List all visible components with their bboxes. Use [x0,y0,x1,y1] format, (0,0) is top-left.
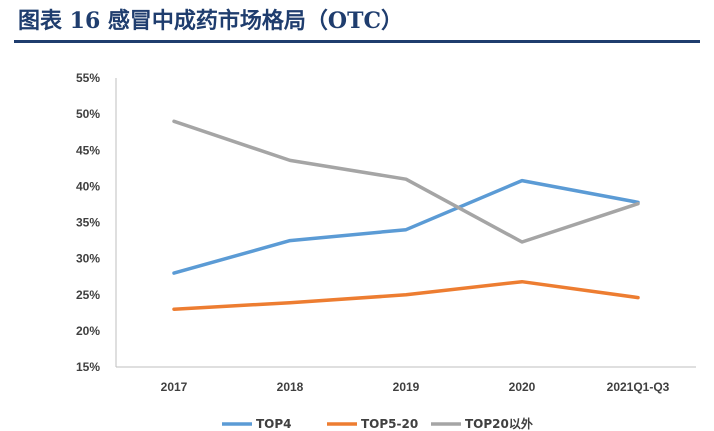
series-layer [172,119,640,311]
series-line-TOP4 [172,178,640,275]
y-tick-label: 40% [76,179,100,193]
x-tick-label: 2017 [161,380,188,394]
x-axis-ticks: 2017 2018 2019 2020 2021Q1-Q3 [161,380,670,394]
y-tick-label: 25% [76,288,100,302]
x-tick-label: 2018 [277,380,304,394]
axis-lines [115,78,696,368]
figure-title: 图表 16 感冒中成药市场格局（OTC） [18,8,403,34]
y-tick-label: 20% [76,324,100,338]
series-line-TOP20以外 [172,119,640,244]
legend: TOP4 TOP5-20 TOP20以外 [222,416,533,431]
legend-label: TOP20以外 [465,416,533,431]
y-tick-label: 45% [76,143,100,157]
y-axis-ticks: 15% 20% 25% 30% 35% 40% 45% 50% 55% [76,71,100,374]
legend-label: TOP4 [256,417,292,431]
x-tick-label: 2020 [509,380,536,394]
x-tick-label: 2021Q1-Q3 [607,380,670,394]
y-tick-label: 50% [76,107,100,121]
series-line-TOP5-20 [172,279,640,311]
y-tick-label: 30% [76,252,100,266]
y-tick-label: 15% [76,360,100,374]
legend-label: TOP5-20 [361,417,418,431]
y-tick-label: 35% [76,216,100,230]
x-tick-label: 2019 [393,380,420,394]
title-underline [14,40,700,43]
y-tick-label: 55% [76,71,100,85]
